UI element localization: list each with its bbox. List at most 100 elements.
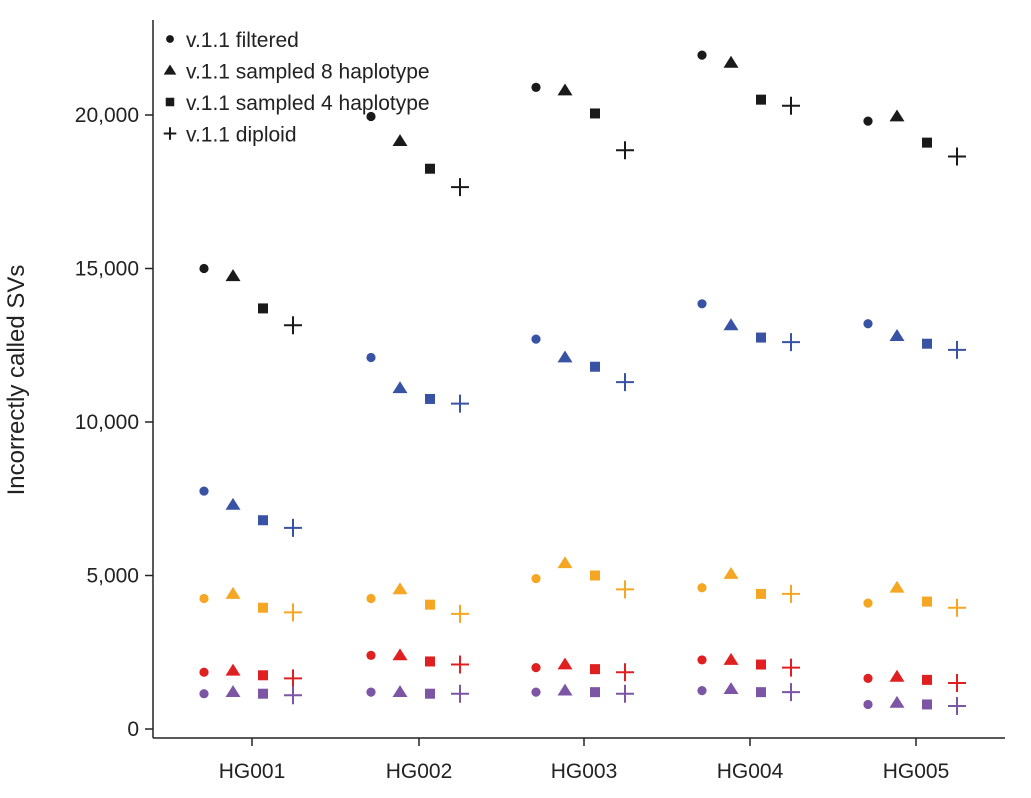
- data-point-plus: [616, 373, 634, 392]
- y-axis-title: Incorrectly called SVs: [3, 265, 30, 496]
- data-point-plus: [782, 96, 800, 115]
- data-point-triangle: [225, 586, 241, 599]
- data-point-circle: [863, 319, 873, 329]
- data-point-triangle: [557, 657, 573, 670]
- data-point-plus: [782, 333, 800, 352]
- data-point-square: [590, 108, 600, 119]
- data-point-square: [258, 602, 268, 613]
- legend-marker-plus: [163, 127, 177, 140]
- data-point-circle: [531, 573, 541, 584]
- data-point-plus: [616, 141, 634, 160]
- data-point-triangle: [889, 669, 905, 682]
- data-point-triangle: [392, 648, 408, 661]
- data-point-triangle: [392, 134, 408, 146]
- data-point-plus: [284, 518, 302, 537]
- data-point-plus: [948, 696, 966, 715]
- data-point-square: [922, 338, 932, 349]
- data-point-circle: [199, 667, 209, 677]
- data-point-plus: [948, 598, 966, 617]
- data-point-triangle: [392, 582, 408, 595]
- data-point-circle: [531, 334, 541, 344]
- data-point-plus: [782, 584, 800, 603]
- data-point-plus: [284, 686, 302, 705]
- data-point-circle: [199, 263, 209, 274]
- data-point-circle: [697, 583, 707, 593]
- x-tick-label: HG003: [551, 760, 618, 783]
- data-point-circle: [199, 593, 209, 604]
- data-point-triangle: [723, 652, 739, 665]
- data-point-circle: [366, 111, 376, 122]
- data-point-plus: [284, 316, 302, 335]
- data-point-plus: [616, 663, 634, 682]
- data-point-square: [425, 599, 435, 610]
- data-point-square: [922, 137, 932, 148]
- data-point-plus: [451, 604, 469, 623]
- data-point-plus: [948, 340, 966, 359]
- data-point-circle: [697, 50, 707, 60]
- data-point-square: [425, 688, 435, 699]
- legend-label: v.1.1 sampled 4 haplotype: [186, 92, 430, 115]
- data-point-circle: [366, 687, 376, 697]
- data-point-triangle: [723, 55, 739, 68]
- data-point-triangle: [889, 695, 905, 708]
- data-point-plus: [948, 147, 966, 166]
- data-point-circle: [366, 650, 376, 660]
- data-point-triangle: [723, 682, 739, 694]
- y-tick-label: 10,000: [75, 411, 139, 434]
- data-point-square: [258, 515, 268, 526]
- data-point-triangle: [889, 580, 905, 593]
- data-point-square: [590, 570, 600, 581]
- y-tick-label: 20,000: [75, 104, 139, 127]
- data-point-plus: [451, 178, 469, 197]
- data-point-circle: [697, 299, 707, 309]
- data-point-circle: [199, 689, 209, 699]
- legend: v.1.1 filtered v.1.1 sampled 8 haplotype v…: [163, 29, 430, 147]
- data-point-triangle: [557, 683, 573, 696]
- data-point-square: [922, 699, 932, 710]
- data-point-triangle: [225, 269, 241, 282]
- data-point-plus: [616, 580, 634, 599]
- data-point-plus: [616, 684, 634, 703]
- legend-label: v.1.1 sampled 8 haplotype: [186, 61, 430, 84]
- data-point-square: [922, 596, 932, 607]
- data-point-plus: [284, 603, 302, 622]
- data-point-triangle: [557, 350, 573, 363]
- legend-marker-circle: [166, 35, 174, 43]
- data-point-square: [258, 670, 268, 681]
- data-point-plus: [782, 683, 800, 702]
- legend-label: v.1.1 filtered: [186, 29, 299, 52]
- data-point-square: [590, 664, 600, 675]
- data-point-square: [756, 94, 766, 105]
- data-points: [199, 50, 966, 715]
- data-point-square: [425, 163, 435, 174]
- data-point-circle: [697, 686, 707, 696]
- data-point-square: [590, 361, 600, 372]
- data-point-circle: [863, 699, 873, 710]
- legend-label: v.1.1 diploid: [186, 124, 297, 147]
- data-point-circle: [531, 687, 541, 697]
- data-point-circle: [366, 593, 376, 604]
- data-point-square: [756, 588, 766, 599]
- x-tick-label: HG005: [883, 760, 950, 783]
- y-tick-label: 15,000: [75, 258, 139, 281]
- data-point-triangle: [557, 556, 573, 569]
- data-point-plus: [948, 673, 966, 692]
- data-point-plus: [284, 669, 302, 688]
- data-point-circle: [531, 663, 541, 673]
- data-point-circle: [366, 352, 376, 363]
- data-point-plus: [451, 684, 469, 703]
- data-point-triangle: [392, 381, 408, 394]
- data-point-triangle: [889, 109, 905, 122]
- data-point-plus: [451, 655, 469, 674]
- x-tick-label: HG004: [717, 760, 784, 783]
- axes: 0 5,000 10,000 15,000 20,000 HG001 HG002 HG003 H…: [3, 20, 1005, 783]
- data-point-triangle: [723, 318, 739, 331]
- legend-marker-triangle: [163, 64, 177, 75]
- data-point-triangle: [723, 566, 739, 579]
- data-point-square: [756, 332, 766, 343]
- x-tick-label: HG001: [219, 760, 286, 783]
- data-point-square: [425, 393, 435, 404]
- data-point-plus: [782, 658, 800, 677]
- data-point-plus: [451, 394, 469, 413]
